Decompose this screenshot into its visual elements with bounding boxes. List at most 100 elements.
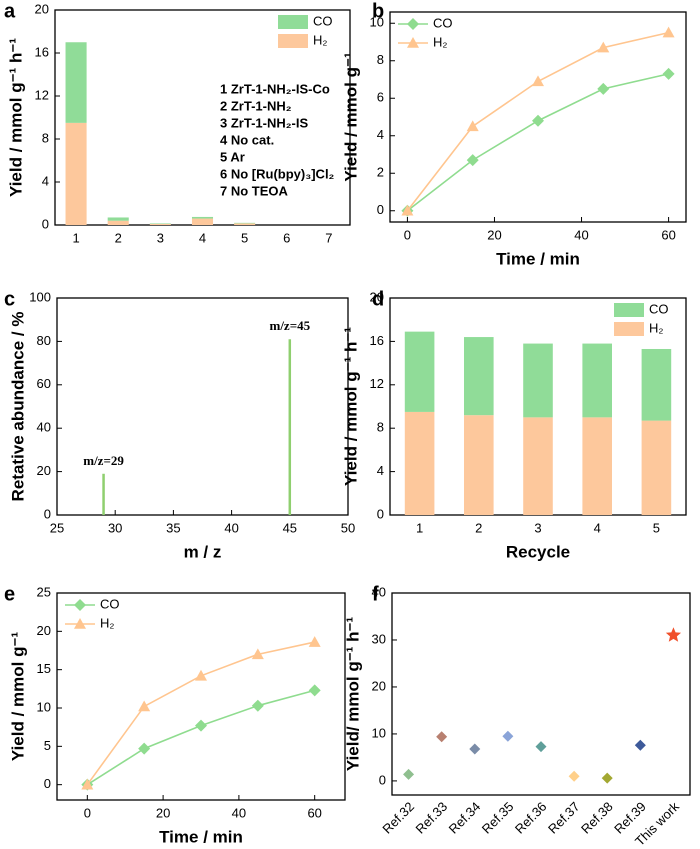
y-axis-label: Yield / mmol g⁻¹ h⁻¹	[6, 38, 25, 197]
data-point	[251, 699, 264, 712]
x-tick-label: 0	[404, 227, 411, 242]
x-tick-label: 40	[574, 227, 588, 242]
y-tick-label: 0	[377, 506, 384, 521]
data-point	[195, 669, 207, 681]
data-point	[401, 204, 414, 216]
bar-segment	[149, 223, 171, 224]
legend-label: CO	[649, 301, 669, 316]
x-tick-label: 20	[156, 805, 170, 820]
x-tick-label: Ref.33	[413, 799, 451, 837]
bar-segment	[464, 415, 494, 515]
x-tick-label: Ref.34	[446, 799, 484, 837]
legend-marker	[407, 18, 419, 30]
panel-label: a	[4, 0, 16, 22]
x-tick-label: Ref.35	[479, 799, 517, 837]
x-axis-label: Recycle	[506, 542, 570, 561]
x-tick-label: 1	[72, 230, 79, 245]
data-point	[466, 120, 479, 132]
x-tick-label: 3	[534, 520, 541, 535]
x-tick-label: 7	[325, 230, 332, 245]
bar-segment	[149, 223, 171, 225]
legend-swatch	[278, 15, 308, 29]
x-tick-label: 5	[241, 230, 248, 245]
annotation: 6 No [Ru(bpy)₃]Cl₂	[220, 166, 335, 181]
y-tick-label: 4	[377, 463, 384, 478]
x-tick-label: Ref.36	[512, 799, 550, 837]
data-point	[81, 778, 94, 790]
y-tick-label: 8	[377, 420, 384, 435]
plot-frame	[56, 297, 349, 516]
series-line	[406, 73, 669, 212]
legend-swatch	[614, 322, 644, 336]
panel-label: f	[372, 583, 379, 605]
panel-label: b	[372, 0, 384, 22]
y-tick-label: 0	[377, 202, 384, 217]
bar-segment	[65, 42, 87, 123]
data-point	[138, 700, 151, 712]
bar-segment	[234, 223, 256, 225]
data-point	[466, 154, 479, 167]
x-tick-label: 35	[166, 520, 180, 535]
data-point	[403, 768, 415, 780]
bar-segment	[582, 417, 612, 515]
y-tick-label: 0	[44, 506, 51, 521]
y-tick-label: 20	[372, 678, 386, 693]
y-tick-label: 25	[37, 584, 51, 599]
data-point	[469, 743, 481, 755]
y-axis-label: Retative abundance / %	[8, 312, 27, 502]
y-tick-label: 5	[44, 738, 51, 753]
y-tick-label: 80	[37, 333, 51, 348]
legend-marker	[74, 618, 86, 629]
data-point	[532, 114, 544, 127]
bar-segment	[641, 420, 672, 515]
bar-segment	[464, 337, 494, 416]
legend-swatch	[614, 303, 644, 317]
bar-segment	[523, 343, 553, 418]
x-tick-label: 3	[157, 230, 164, 245]
y-tick-label: 12	[370, 376, 384, 391]
peak-label: m/z=45	[269, 318, 310, 333]
y-tick-label: 20	[35, 1, 49, 16]
y-tick-label: 40	[37, 420, 51, 435]
legend-label: H₂	[313, 32, 327, 47]
x-tick-label: 50	[341, 520, 355, 535]
y-tick-label: 10	[370, 15, 384, 30]
annotation: 5 Ar	[220, 149, 245, 164]
x-axis-label: Time / min	[159, 827, 243, 846]
x-tick-label: 6	[283, 230, 290, 245]
panel-label: c	[4, 288, 15, 310]
legend-label: H₂	[100, 615, 114, 630]
y-tick-label: 30	[372, 631, 386, 646]
x-tick-label: 60	[661, 227, 675, 242]
x-tick-label: 60	[307, 805, 321, 820]
y-tick-label: 6	[377, 90, 384, 105]
x-tick-label: Ref.38	[578, 799, 616, 837]
x-tick-label: 4	[594, 520, 601, 535]
y-tick-label: 8	[42, 130, 49, 145]
data-point	[138, 742, 151, 755]
x-tick-label: 20	[487, 227, 501, 242]
panel-label: d	[372, 288, 384, 310]
data-point	[502, 730, 514, 742]
data-point	[597, 41, 610, 53]
y-tick-label: 0	[42, 216, 49, 231]
y-tick-label: 8	[377, 52, 384, 67]
bar-segment	[234, 222, 256, 224]
data-point	[308, 684, 321, 697]
x-tick-label: 5	[653, 520, 660, 535]
y-tick-label: 0	[379, 772, 386, 787]
data-point	[662, 67, 675, 80]
data-point	[662, 26, 675, 38]
data-point	[665, 627, 682, 642]
x-tick-label: 25	[50, 520, 64, 535]
x-tick-label: 4	[199, 230, 206, 245]
bar-segment	[65, 122, 87, 225]
y-axis-label: Yield / mmol g⁻¹	[8, 632, 27, 762]
x-tick-label: Ref.32	[379, 799, 417, 837]
data-point	[532, 75, 544, 87]
y-tick-label: 15	[37, 661, 51, 676]
data-point	[308, 636, 321, 647]
y-tick-label: 100	[29, 289, 51, 304]
x-tick-label: 1	[416, 520, 423, 535]
y-tick-label: 4	[42, 173, 49, 188]
